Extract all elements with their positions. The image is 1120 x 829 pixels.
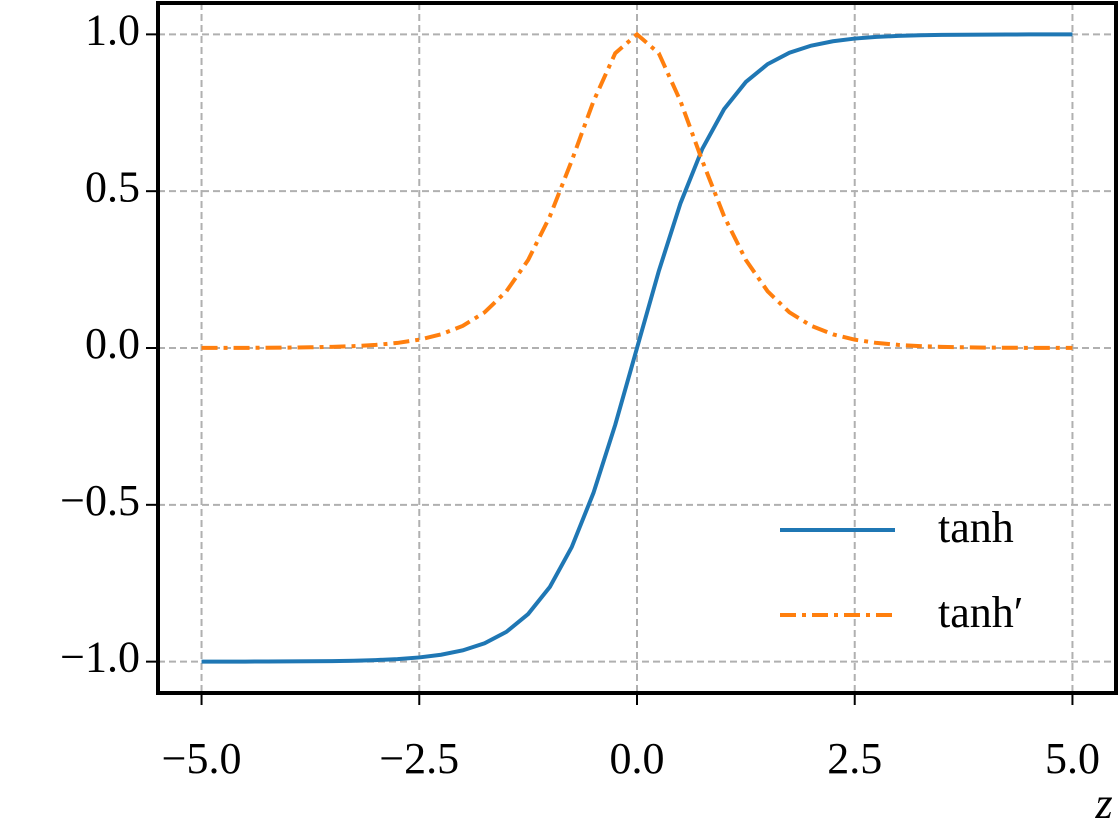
x-tick-label: 2.5 (827, 734, 882, 783)
series-line (201, 31, 1073, 350)
legend-label: tanh (938, 503, 1014, 552)
series-line (201, 32, 1073, 664)
x-axis-label: z (1094, 779, 1112, 828)
y-tick-label: 0.5 (85, 162, 140, 211)
x-tick-label: 0.0 (610, 734, 665, 783)
legend-label: tanh′ (938, 588, 1023, 637)
x-tick-label: −2.5 (379, 734, 459, 783)
y-tick-label: 0.0 (85, 319, 140, 368)
axes-frame (156, 1, 1118, 695)
x-tick-label: 5.0 (1045, 734, 1100, 783)
y-tick-label: 1.0 (85, 5, 140, 54)
x-tick-label: −5.0 (162, 734, 242, 783)
y-tick-label: −1.0 (60, 633, 140, 682)
y-tick-label: −0.5 (60, 476, 140, 525)
